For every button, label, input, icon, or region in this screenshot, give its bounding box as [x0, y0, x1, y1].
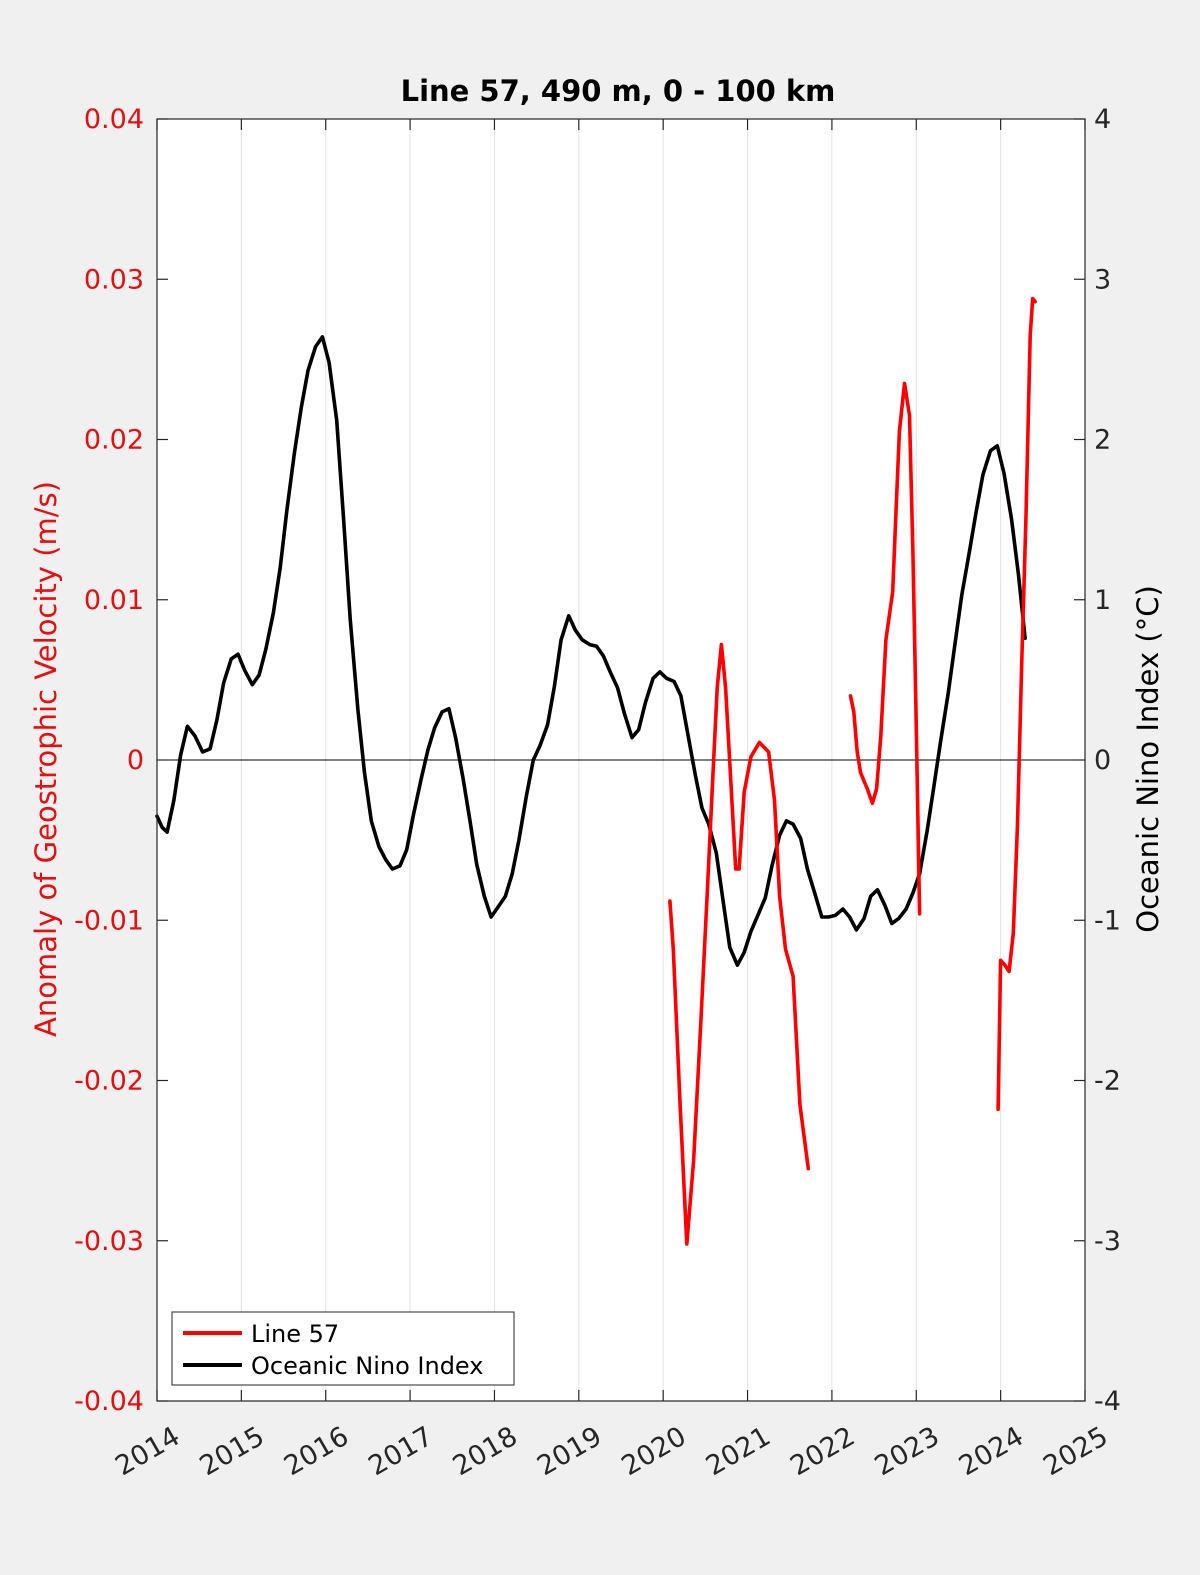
x-tick-label: 2018 — [448, 1421, 523, 1482]
y-right-tick-label: -1 — [1094, 905, 1121, 936]
y-right-tick-label: 0 — [1094, 745, 1111, 776]
x-tick-label: 2022 — [785, 1421, 860, 1482]
y-left-tick-label: -0.02 — [74, 1066, 144, 1097]
series-layer — [155, 296, 1037, 1246]
y-right-tick-label: -2 — [1094, 1066, 1121, 1097]
x-tick-label: 2025 — [1038, 1421, 1113, 1482]
series-line-line57 — [996, 296, 1037, 1112]
y-left-tick-label: -0.03 — [74, 1226, 144, 1257]
legend: Line 57 Oceanic Nino Index — [171, 1311, 515, 1386]
y-left-tick-label: 0.04 — [84, 104, 144, 135]
y-left-tick-label: 0.02 — [84, 425, 144, 456]
x-tick-label: 2014 — [110, 1421, 185, 1482]
y-right-tick-label: 2 — [1094, 425, 1111, 456]
series-line-line57 — [848, 381, 922, 916]
x-tick-label: 2023 — [870, 1421, 945, 1482]
y-right-tick-label: -3 — [1094, 1226, 1121, 1257]
y-left-tick-label: 0 — [127, 745, 144, 776]
x-tick-label: 2024 — [954, 1421, 1029, 1482]
series-line-line57 — [668, 642, 811, 1246]
y-axis-label-right: Oceanic Nino Index (°C) — [1131, 585, 1165, 933]
y-left-tick-label: 0.03 — [84, 264, 144, 295]
y-left-tick-label: -0.04 — [74, 1386, 144, 1417]
x-tick-label: 2020 — [616, 1421, 691, 1482]
legend-label-line57: Line 57 — [251, 1320, 339, 1348]
chart-title: Line 57, 490 m, 0 - 100 km — [401, 74, 836, 108]
x-tick-label: 2021 — [701, 1421, 776, 1482]
x-tick-label: 2016 — [279, 1421, 354, 1482]
x-tick-label: 2017 — [363, 1421, 438, 1482]
y-right-tick-label: 3 — [1094, 264, 1111, 295]
y-right-tick-label: 1 — [1094, 585, 1111, 616]
y-left-tick-label: -0.01 — [74, 905, 144, 936]
y-right-tick-label: -4 — [1094, 1386, 1121, 1417]
legend-box — [171, 1311, 515, 1386]
y-left-tick-label: 0.01 — [84, 585, 144, 616]
x-tick-label: 2019 — [532, 1421, 607, 1482]
x-tick-label: 2015 — [195, 1421, 270, 1482]
y-axis-label-left: Anomaly of Geostrophic Velocity (m/s) — [29, 481, 63, 1037]
legend-label-oni: Oceanic Nino Index — [251, 1352, 483, 1380]
ticks: 2014 2015 2016 2017 2018 2019 2020 2021 2022 2023… — [74, 104, 1121, 1482]
y-right-tick-label: 4 — [1094, 104, 1111, 135]
series-line-oceanic-nino-index — [155, 335, 1027, 967]
